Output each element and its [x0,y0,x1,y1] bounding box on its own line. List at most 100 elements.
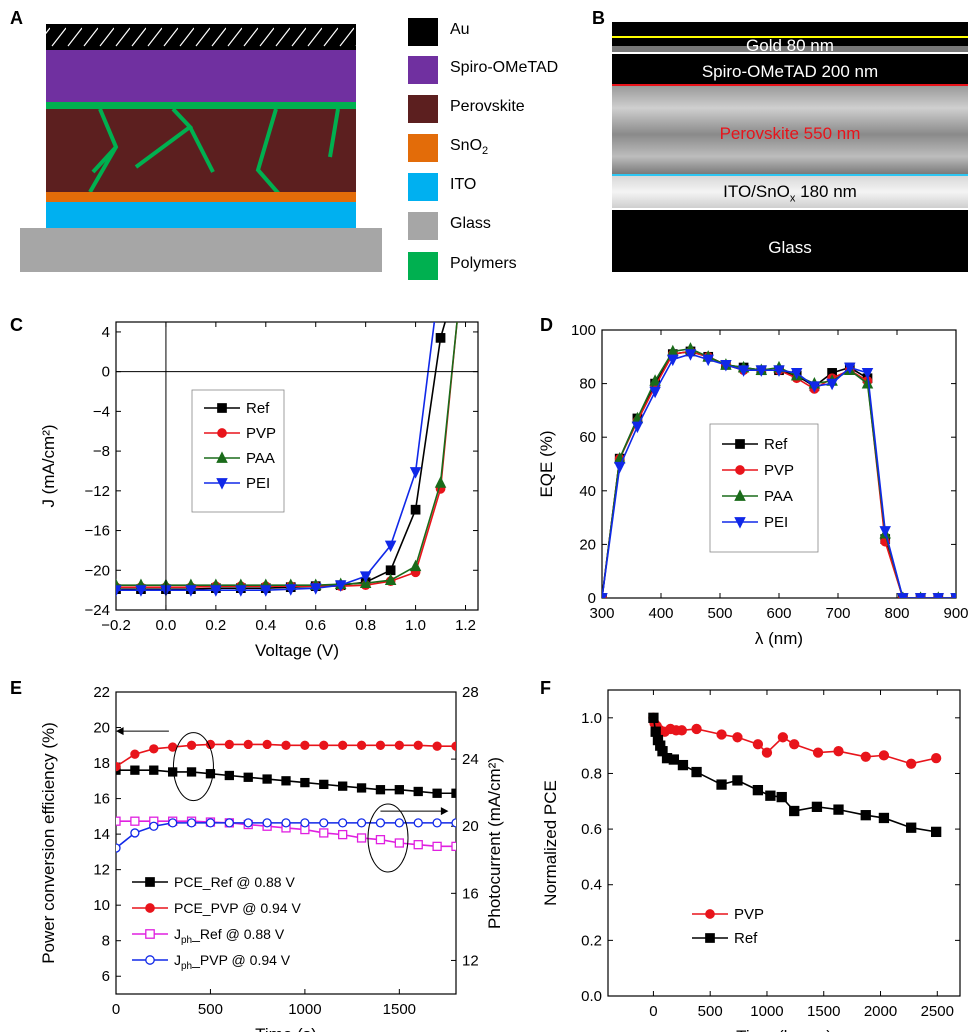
data-point-j-ph-ref-0-88-v [375,834,386,845]
y-tick-label: 0.2 [581,932,602,949]
x-tick-label: 300 [589,605,614,622]
panel-label-f: F [540,678,551,698]
data-point-pce-pvp-0-94-v [338,740,348,750]
y-tick-label: 0.4 [581,877,602,894]
data-point-pvp [789,739,800,750]
x-tick-label: 0.0 [156,617,177,634]
data-point-ref [811,801,823,812]
data-point-paa [434,476,447,488]
data-point-pce-ref-0-88-v [243,772,253,782]
data-point-pei [409,467,422,479]
data-point-pce-ref-0-88-v [300,777,310,788]
data-point-pei [808,381,821,393]
y-tick-label: 0.6 [581,821,602,838]
data-point-pei [384,540,397,553]
data-point-ref [906,822,917,833]
data-point-j-ph-pvp-0-94-v [375,818,386,828]
y-axis-label: EQE (%) [537,430,556,497]
x-tick-label: 0.2 [205,617,226,634]
data-point-ref [752,784,764,796]
y-tick-label: 20 [579,536,596,553]
data-point-j-ph-pvp-0-94-v [243,818,253,828]
panel-label-c: C [10,315,23,335]
legend-swatch-polymers [408,252,438,280]
plot-frame [607,689,961,997]
plot-frame [115,321,479,611]
right-axis-arrowhead [440,807,449,816]
data-point-pei [914,593,927,598]
x-axis-label: Time (hours) [736,1027,832,1032]
ito-sno-band [612,176,968,208]
glass-top-line [612,208,968,210]
y-tick-label: 4 [102,324,110,341]
y-tick-label: −24 [85,602,110,619]
series-pvp [116,322,458,593]
data-point-pce-pvp-0-94-v [432,741,442,751]
x-tick-label: 500 [707,605,732,622]
x-tick-label: 0.4 [255,617,276,634]
legend-label-j-ph-ref-0-88-v: Jph_Ref @ 0.88 V [174,926,285,946]
data-point-j-ph-pvp-0-94-v [168,818,178,828]
data-point-paa [384,573,397,586]
data-point-j-ph-pvp-0-94-v [319,818,329,828]
data-point-pei [720,359,732,372]
data-point-pei [861,368,874,380]
series-paa [116,322,458,591]
data-point-pei [285,584,297,596]
data-point-j-ph-pvp-0-94-v [281,818,291,828]
y-tick-label: 1.0 [581,710,602,727]
legend-label-ito: ITO [450,176,477,193]
x-tick-label: 1500 [383,1001,416,1018]
legend-label-polymers: Polymers [450,255,517,272]
x-tick-label: 1000 [288,1001,321,1018]
data-point-pei [210,585,222,597]
data-point-pce-ref-0-88-v [432,788,442,798]
data-point-ref [732,775,743,786]
y-tick-label: 0.0 [581,988,602,1005]
sem-gold-label: Gold 80 nm [746,36,834,55]
data-point-ref [668,754,680,765]
sno2-layer [46,192,356,202]
legend-label-ref: Ref [734,930,758,947]
gold-line [612,36,968,38]
normalized-pce-chart: 0 500 1000 1500 2000 2500 0.0 0.2 0.4 0.6 0.8 1.0 Ti… [541,689,961,1032]
data-point-pvp [676,725,687,736]
legend-marker-ref [735,439,745,449]
data-point-j-ph-pvp-0-94-v [356,818,367,828]
data-point-pvp [732,732,743,743]
data-point-j-ph-ref-0-88-v [356,833,367,843]
data-point-ref [691,766,702,778]
legend-marker-j-ph-pvp-0-94-v [145,955,155,965]
y2-tick-label: 12 [462,952,479,969]
data-point-j-ph-ref-0-88-v [338,829,348,840]
series-line-pei [116,322,436,591]
series-pei [602,349,956,598]
data-point-pce-pvp-0-94-v [224,739,234,750]
data-point-j-ph-pvp-0-94-v [432,818,442,828]
data-point-paa [861,376,874,389]
y-tick-label: 40 [579,483,596,500]
x-axis-label: Voltage (V) [255,641,339,660]
data-point-pce-pvp-0-94-v [451,741,456,751]
data-point-ref [648,712,659,723]
polymer-film [46,102,356,109]
data-point-pce-pvp-0-94-v [375,740,386,750]
data-point-pce-pvp-0-94-v [262,739,272,750]
y-tick-label: 0.8 [581,765,602,782]
legend-label-ref: Ref [764,436,788,453]
data-point-pei [613,461,626,474]
data-point-j-ph-pvp-0-94-v [262,818,272,828]
data-point-ref [878,812,890,824]
x-tick-label: 0 [649,1003,657,1020]
legend-item-polymers: Polymers [408,252,608,282]
data-point-pei [260,585,272,597]
data-point-ref [833,804,844,815]
legend-marker-pce-pvp-0-94-v [145,903,155,913]
data-point-ref [410,504,421,515]
data-point-pce-pvp-0-94-v [149,744,159,754]
data-point-ref [385,565,396,576]
legend-swatch-perovskite [408,95,438,123]
legend-label-pei: PEI [764,514,788,531]
x-tick-label: 900 [943,605,968,622]
data-point-paa [409,559,422,572]
